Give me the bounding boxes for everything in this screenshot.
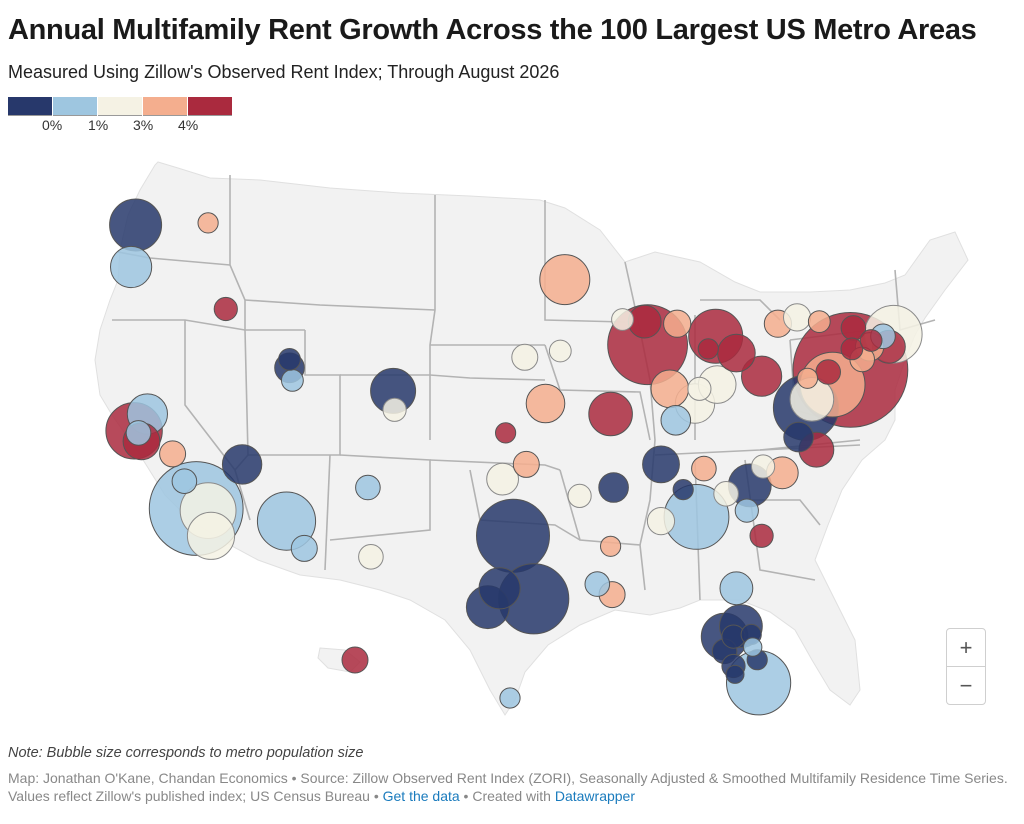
border-az-nm <box>324 454 331 571</box>
border-nm-tx <box>329 454 431 541</box>
metro-bubble[interactable] <box>278 348 301 371</box>
metro-bubble[interactable] <box>663 309 692 338</box>
legend-label-1pct: 1% <box>88 117 109 133</box>
metro-bubble[interactable] <box>650 369 690 409</box>
zoom-in-button[interactable]: + <box>946 628 986 667</box>
datawrapper-link[interactable]: Datawrapper <box>554 788 635 804</box>
metro-bubble[interactable] <box>476 498 550 573</box>
metro-bubble[interactable] <box>355 474 381 501</box>
metro-bubble[interactable] <box>611 308 634 331</box>
border-ia-mo <box>544 344 651 441</box>
metro-bubble[interactable] <box>539 254 591 306</box>
border-mt-wy <box>244 299 436 311</box>
metro-bubble[interactable] <box>486 462 520 496</box>
metro-bubble[interactable] <box>691 455 717 482</box>
footer-separator: • Created with <box>459 788 555 804</box>
metro-bubble[interactable] <box>125 420 152 446</box>
metro-bubble[interactable] <box>725 664 745 684</box>
legend-label-4pct: 4% <box>178 117 199 133</box>
metro-bubble[interactable] <box>815 359 842 385</box>
metro-bubble[interactable] <box>840 337 864 361</box>
metro-bubble[interactable] <box>717 333 756 373</box>
metro-bubble[interactable] <box>751 454 776 479</box>
metro-bubble[interactable] <box>859 329 883 352</box>
metro-bubble[interactable] <box>495 422 517 444</box>
metro-bubble[interactable] <box>358 544 384 570</box>
metro-bubble[interactable] <box>567 483 592 508</box>
border-nc-sc <box>750 499 821 526</box>
us-bubble-map[interactable] <box>0 140 1024 730</box>
metro-bubble[interactable] <box>807 310 831 334</box>
metro-bubble[interactable] <box>197 212 219 234</box>
metro-bubble[interactable] <box>213 296 238 322</box>
get-the-data-link[interactable]: Get the data <box>382 788 460 804</box>
metro-bubble[interactable] <box>171 468 198 495</box>
metro-bubble[interactable] <box>159 440 187 468</box>
metro-bubble[interactable] <box>478 567 521 610</box>
metro-bubble[interactable] <box>525 383 566 424</box>
metro-bubble[interactable] <box>741 355 783 397</box>
metro-bubble[interactable] <box>783 303 812 332</box>
legend-label-0pct: 0% <box>42 117 63 133</box>
border-mn-ia <box>544 200 626 323</box>
metro-bubble[interactable] <box>588 391 633 437</box>
color-legend: 0% 1% 3% 4% <box>8 97 248 137</box>
metro-bubble[interactable] <box>109 198 163 252</box>
chart-subtitle: Measured Using Zillow's Observed Rent In… <box>8 62 560 82</box>
border-ca-nv <box>184 320 251 521</box>
metro-bubble[interactable] <box>660 405 692 436</box>
metro-bubble[interactable] <box>382 397 407 422</box>
metro-bubble[interactable] <box>796 367 819 389</box>
metro-bubbles[interactable] <box>105 198 923 716</box>
legend-swatch-1 <box>8 97 52 116</box>
legend-swatch-5 <box>188 97 232 116</box>
footer-credits: Map: Jonathan O'Kane, Chandan Economics … <box>8 770 1008 804</box>
metro-bubble[interactable] <box>672 479 694 501</box>
legend-swatch-2 <box>53 97 97 116</box>
metro-bubble[interactable] <box>687 376 712 401</box>
border-ks-ok <box>429 459 561 471</box>
metro-bubble[interactable] <box>719 571 754 606</box>
legend-swatch-4 <box>143 97 187 116</box>
metro-bubble[interactable] <box>749 523 774 548</box>
metro-bubble[interactable] <box>584 571 611 597</box>
metro-bubble[interactable] <box>110 245 153 289</box>
legend-swatch-3 <box>98 97 142 116</box>
metro-bubble[interactable] <box>713 481 739 507</box>
metro-bubble[interactable] <box>697 338 719 360</box>
metro-bubble[interactable] <box>646 506 676 536</box>
zoom-out-button[interactable]: − <box>946 666 986 705</box>
metro-bubble[interactable] <box>642 445 680 484</box>
metro-bubble[interactable] <box>341 646 369 674</box>
metro-bubble[interactable] <box>512 450 540 478</box>
metro-bubble[interactable] <box>600 535 622 557</box>
metro-bubble[interactable] <box>186 511 236 560</box>
metro-bubble[interactable] <box>548 339 572 363</box>
size-note: Note: Bubble size corresponds to metro p… <box>8 745 364 761</box>
metro-bubble[interactable] <box>734 498 759 523</box>
metro-bubble[interactable] <box>783 421 814 453</box>
metro-bubble[interactable] <box>290 534 318 562</box>
metro-bubble[interactable] <box>598 472 629 503</box>
metro-bubble[interactable] <box>221 444 263 485</box>
border-nd-sd <box>429 195 436 440</box>
metro-bubble[interactable] <box>281 369 304 392</box>
metro-bubble[interactable] <box>499 687 521 709</box>
legend-label-3pct: 3% <box>133 117 154 133</box>
metro-bubble[interactable] <box>511 343 539 371</box>
chart-title: Annual Multifamily Rent Growth Across th… <box>8 14 977 46</box>
source-footer: Map: Jonathan O'Kane, Chandan Economics … <box>8 769 1013 805</box>
metro-bubble[interactable] <box>743 637 763 657</box>
